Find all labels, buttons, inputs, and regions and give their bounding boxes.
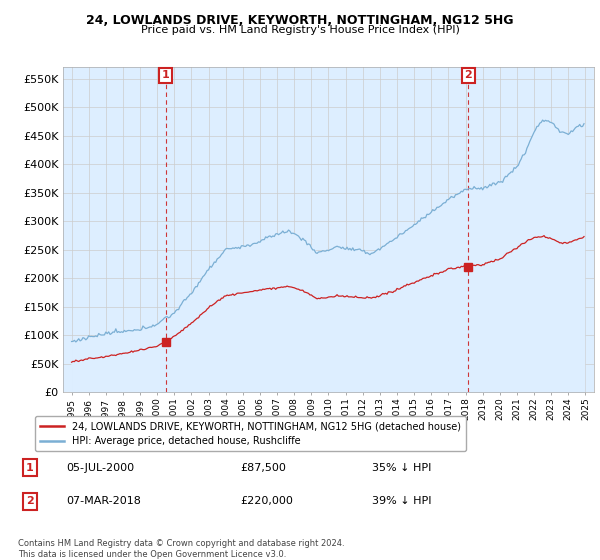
Text: 24, LOWLANDS DRIVE, KEYWORTH, NOTTINGHAM, NG12 5HG: 24, LOWLANDS DRIVE, KEYWORTH, NOTTINGHAM… xyxy=(86,14,514,27)
Text: Contains HM Land Registry data © Crown copyright and database right 2024.
This d: Contains HM Land Registry data © Crown c… xyxy=(18,539,344,559)
Text: 07-MAR-2018: 07-MAR-2018 xyxy=(66,496,141,506)
Text: 2: 2 xyxy=(26,496,34,506)
Text: Price paid vs. HM Land Registry's House Price Index (HPI): Price paid vs. HM Land Registry's House … xyxy=(140,25,460,35)
Legend: 24, LOWLANDS DRIVE, KEYWORTH, NOTTINGHAM, NG12 5HG (detached house), HPI: Averag: 24, LOWLANDS DRIVE, KEYWORTH, NOTTINGHAM… xyxy=(35,417,466,451)
Text: 1: 1 xyxy=(162,71,170,80)
Text: 2: 2 xyxy=(464,71,472,80)
Text: 35% ↓ HPI: 35% ↓ HPI xyxy=(372,463,431,473)
Text: £220,000: £220,000 xyxy=(240,496,293,506)
Text: 1: 1 xyxy=(26,463,34,473)
Text: 39% ↓ HPI: 39% ↓ HPI xyxy=(372,496,431,506)
Text: 05-JUL-2000: 05-JUL-2000 xyxy=(66,463,134,473)
Text: £87,500: £87,500 xyxy=(240,463,286,473)
